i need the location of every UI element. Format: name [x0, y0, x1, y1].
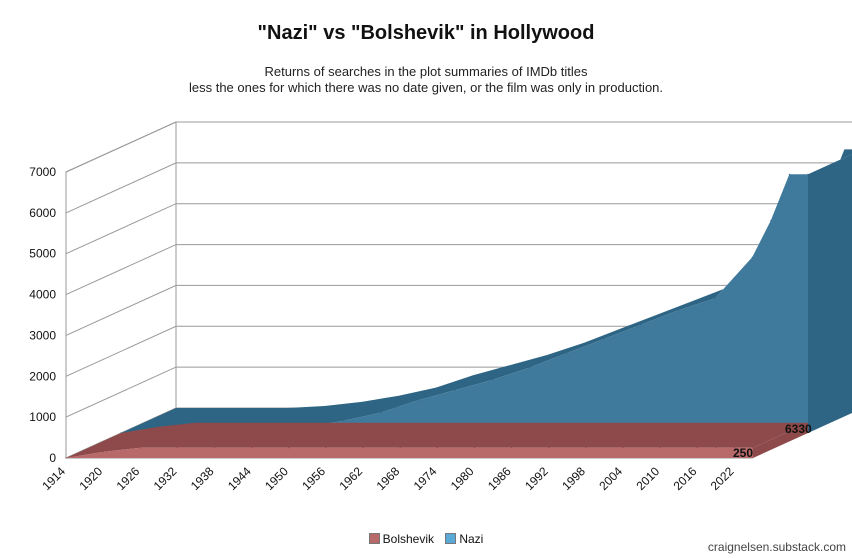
x-tick-label: 2022 [708, 464, 737, 493]
nazi-point-2025 [807, 173, 809, 175]
y-tick-label: 0 [49, 451, 56, 465]
legend-item-bolshevik: Bolshevik [368, 532, 434, 546]
x-tick-label: 2010 [634, 464, 663, 493]
gridline-7000 [65, 121, 852, 173]
x-tick-label: 1962 [336, 464, 365, 493]
left-wall-edge [65, 121, 177, 458]
bolshevik-point-2025 [752, 447, 754, 449]
x-tick-label: 1950 [262, 464, 291, 493]
nazi-point-2016 [751, 256, 753, 258]
series-layer [65, 149, 852, 459]
nazi-point-1992 [603, 338, 605, 340]
bolshevik-point-2010 [659, 447, 661, 449]
nazi-top-surface [121, 149, 852, 433]
bolshevik-top-surface [66, 422, 808, 458]
nazi-point-1968 [454, 389, 456, 391]
x-tick-label: 1920 [76, 464, 105, 493]
y-tick-label: 5000 [29, 247, 56, 261]
gridline-4000 [65, 244, 852, 296]
legend-swatch-bolshevik [368, 533, 380, 544]
bolshevik-point-1914 [65, 457, 67, 459]
x-tick-label: 1992 [522, 464, 551, 493]
bolshevik-point-1932 [176, 447, 178, 449]
nazi-point-1950 [343, 420, 345, 422]
x-tick-label: 1986 [485, 464, 514, 493]
bolshevik-point-1962 [362, 447, 364, 449]
legend: Bolshevik Nazi [0, 532, 852, 546]
bolshevik-point-2004 [622, 447, 624, 449]
legend-item-nazi: Nazi [445, 532, 483, 546]
x-tick-label: 1968 [374, 464, 403, 493]
x-tick-label: 1956 [299, 464, 328, 493]
x-tick-label: 1914 [39, 464, 68, 493]
bolshevik-point-1950 [288, 447, 290, 449]
gridline-5000 [65, 203, 852, 255]
bolshevik-point-2022 [733, 447, 736, 449]
bolshevik-point-1944 [251, 447, 253, 449]
x-tick-label: 1944 [225, 464, 254, 493]
gridline-3000 [65, 284, 852, 336]
nazi-point-1974 [491, 379, 493, 381]
nazi-point-2022 [788, 173, 791, 175]
nazi-area [121, 174, 808, 433]
nazi-point-1986 [566, 352, 568, 354]
nazi-point-2010 [714, 297, 716, 299]
legend-label-bolshevik: Bolshevik [382, 532, 434, 546]
nazi-point-1956 [380, 412, 382, 414]
bolshevik-point-1974 [436, 447, 438, 449]
y-tick-label: 3000 [29, 328, 56, 342]
chart-subtitle-line-2: less the ones for which there was no dat… [188, 80, 664, 95]
bolshevik-point-1956 [325, 447, 327, 449]
chart-subtitle-line-1: Returns of searches in the plot summarie… [264, 64, 588, 79]
bolshevik-point-1986 [511, 447, 513, 449]
bolshevik-point-1980 [473, 447, 476, 449]
nazi-end-cap [808, 154, 852, 433]
bolshevik-area [66, 447, 753, 458]
bolshevik-point-1926 [139, 447, 141, 449]
bolshevik-point-1938 [213, 447, 216, 449]
nazi-point-1962 [417, 399, 419, 401]
x-tick-label: 1926 [114, 464, 143, 493]
bolshevik-point-1992 [548, 447, 550, 449]
nazi-end-label: 6330 [785, 422, 812, 436]
x-tick-label: 1998 [559, 464, 588, 493]
y-tick-label: 7000 [29, 165, 56, 179]
bolshevik-end-label: 250 [733, 446, 753, 460]
x-tick-label: 1938 [188, 464, 217, 493]
x-tick-label: 2016 [671, 464, 700, 493]
x-tick-label: 1980 [448, 464, 477, 493]
y-tick-label: 2000 [29, 369, 56, 383]
x-tick-label: 1932 [151, 464, 180, 493]
bolshevik-point-1998 [585, 447, 587, 449]
bolshevik-point-2019 [715, 447, 717, 449]
nazi-point-1998 [640, 324, 642, 326]
bolshevik-point-1968 [399, 447, 401, 449]
bolshevik-point-1920 [102, 451, 104, 453]
y-tick-label: 1000 [29, 410, 56, 424]
gridline-6000 [65, 162, 852, 214]
x-tick-label: 2004 [596, 464, 625, 493]
nazi-point-2019 [770, 219, 772, 222]
chart-title: "Nazi" vs "Bolshevik" in Hollywood [257, 22, 595, 44]
source-credit: craignelsen.substack.com [707, 540, 846, 554]
bolshevik-point-2016 [696, 447, 698, 449]
nazi-point-2004 [677, 309, 679, 311]
legend-label-nazi: Nazi [459, 532, 484, 546]
y-tick-label: 6000 [29, 206, 56, 220]
x-tick-label: 1974 [411, 464, 440, 493]
bolshevik-end-cap [753, 422, 808, 458]
legend-swatch-nazi [445, 533, 457, 544]
nazi-point-1980 [528, 367, 531, 369]
y-tick-label: 4000 [29, 288, 56, 302]
